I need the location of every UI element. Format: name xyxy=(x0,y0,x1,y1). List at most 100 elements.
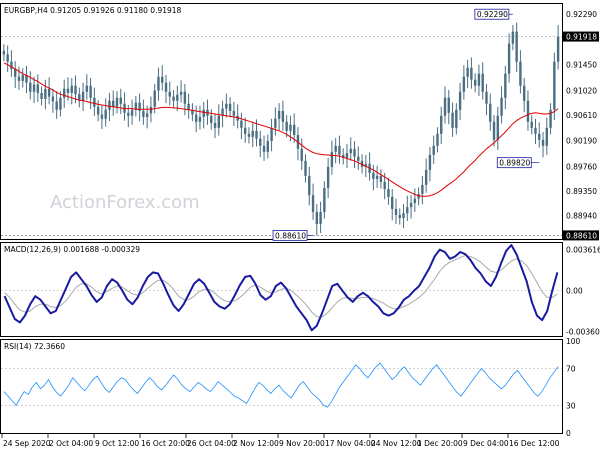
candle-body xyxy=(466,67,469,77)
candle-body xyxy=(247,133,251,137)
rsi-tick-label: 70 xyxy=(566,365,576,374)
candle-body xyxy=(289,124,292,131)
candle-body xyxy=(100,114,104,119)
candle-body xyxy=(29,82,32,92)
candle-body xyxy=(470,67,473,80)
candle-body xyxy=(383,181,386,190)
x-tick-label: 24 Sep 2020 xyxy=(3,439,51,448)
candle-body xyxy=(51,96,55,102)
candle-body xyxy=(436,133,439,146)
price-tick-label: 0.92290 xyxy=(566,10,597,19)
candle-body xyxy=(59,97,62,110)
candle-body xyxy=(489,103,492,122)
candle-body xyxy=(511,31,515,44)
x-tick-label: 9 Nov 20:00 xyxy=(279,439,325,448)
x-tick-label: 9 Oct 12:00 xyxy=(95,439,139,448)
candle-body xyxy=(2,50,6,55)
candle-body xyxy=(130,109,134,116)
rsi-tick-label: 100 xyxy=(566,337,581,346)
candle-body xyxy=(315,211,319,224)
candle-body xyxy=(236,115,239,121)
macd-header: MACD(12,26,9) 0.001688 -0.000329 xyxy=(4,245,140,254)
candle-body xyxy=(149,106,153,114)
candle-body xyxy=(112,100,115,107)
candle-body xyxy=(153,90,156,107)
rsi-series xyxy=(1,362,562,408)
candle-body xyxy=(304,160,307,176)
candle-body xyxy=(338,145,341,155)
x-tick-label: 9 Dec 04:00 xyxy=(463,439,509,448)
candle-body xyxy=(104,109,107,119)
candle-body xyxy=(270,127,273,142)
candle-body xyxy=(364,163,368,167)
candle-body xyxy=(311,195,315,212)
candle-body xyxy=(496,115,499,140)
candle-body xyxy=(221,108,224,116)
candle-body xyxy=(176,94,179,101)
candle-body xyxy=(40,92,43,99)
rsi-header: RSI(14) 72.3660 xyxy=(4,342,65,351)
candle-body xyxy=(70,85,73,93)
candle-body xyxy=(451,112,454,128)
candle-body xyxy=(417,193,420,199)
candle-body xyxy=(372,172,375,179)
x-tick-label: 24 Nov 12:00 xyxy=(371,439,422,448)
price-tick-label: 0.90190 xyxy=(566,136,597,145)
candle-body xyxy=(507,43,511,74)
candle-body xyxy=(519,61,522,86)
candle-body xyxy=(134,102,138,110)
annotation-box xyxy=(474,8,510,20)
candle-body xyxy=(55,101,58,110)
rsi-tick-label: 0 xyxy=(566,429,571,438)
candle-body xyxy=(455,109,458,128)
candle-body xyxy=(458,91,462,110)
candle-body xyxy=(89,85,92,98)
candle-body xyxy=(553,61,556,110)
axes: 0.92290 0.91450 0.91020 0.90610 0.90190 0.897… xyxy=(1,10,600,448)
candle-body xyxy=(300,148,303,161)
candle-body xyxy=(85,85,89,92)
price-tick-label: 0.88940 xyxy=(566,212,597,221)
candle-body xyxy=(187,103,190,110)
current-price-box xyxy=(563,31,599,42)
candle-body xyxy=(281,110,285,122)
candle-body xyxy=(10,61,13,69)
candle-body xyxy=(492,121,496,140)
candle-body xyxy=(228,103,232,111)
candle-body xyxy=(342,154,345,158)
macd-line xyxy=(3,244,559,332)
price-header: EURGBP,H4 0.91205 0.91926 0.91180 0.9191… xyxy=(4,6,182,15)
rsi-tick-label: 30 xyxy=(566,401,576,410)
candle-body xyxy=(285,121,288,131)
candle-body xyxy=(473,79,477,86)
candle-body xyxy=(308,175,311,196)
candle-body xyxy=(447,97,450,113)
candle-body xyxy=(44,88,47,99)
candle-body xyxy=(462,76,466,92)
candle-body xyxy=(36,84,40,93)
candle-body xyxy=(402,213,405,218)
x-tick-label: 17 Nov 04:00 xyxy=(325,439,376,448)
candle-body xyxy=(74,85,77,95)
candle-body xyxy=(13,68,17,77)
candle-body xyxy=(398,214,401,218)
candle-body xyxy=(63,88,66,98)
x-tick-label: 16 Oct 20:00 xyxy=(141,439,190,448)
macd-tick-label: 0.00 xyxy=(566,287,583,296)
candle-body xyxy=(179,91,183,95)
candle-body xyxy=(413,198,417,203)
annotation-box xyxy=(272,229,308,241)
price-tick-label: 0.91450 xyxy=(566,61,597,70)
candle-body xyxy=(142,110,145,117)
candle-body xyxy=(545,127,549,146)
annotation-box xyxy=(496,157,532,169)
x-tick-label: 26 Oct 04:00 xyxy=(187,439,236,448)
candle-body xyxy=(81,91,85,101)
candle-body xyxy=(108,100,111,110)
candle-body xyxy=(394,208,398,215)
candle-body xyxy=(556,36,560,62)
candle-body xyxy=(443,97,447,116)
candle-body xyxy=(96,106,100,115)
